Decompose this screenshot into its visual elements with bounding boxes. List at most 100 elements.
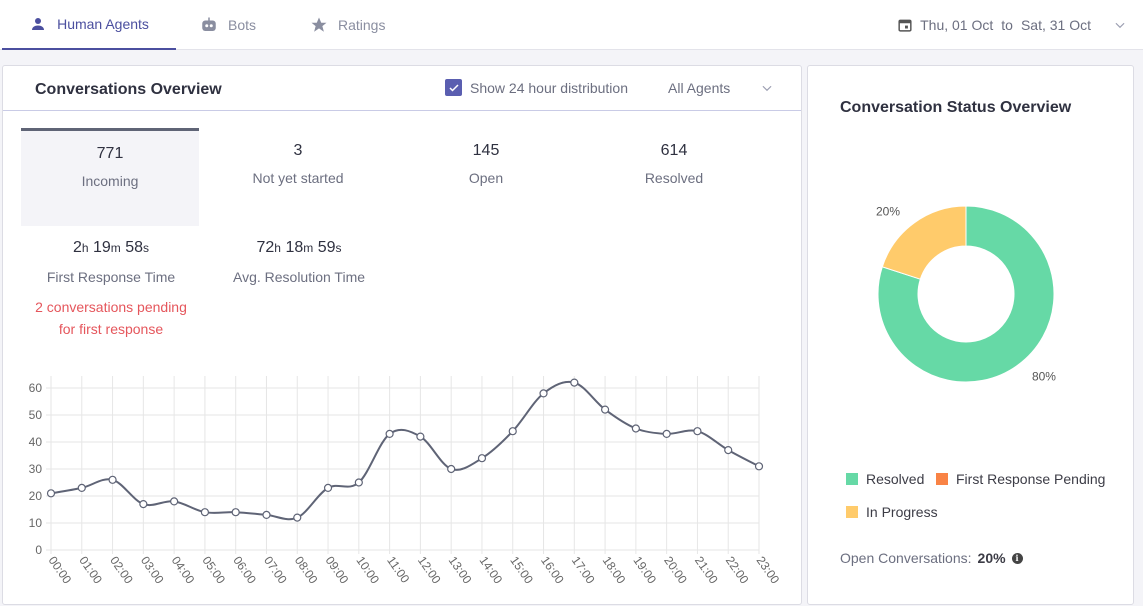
data-point (262, 510, 271, 519)
x-tick-label: 16:00 (538, 554, 567, 587)
resolution-label: Avg. Resolution Time (232, 269, 366, 285)
tab-ratings[interactable]: Ratings (310, 0, 385, 50)
x-tick-label: 09:00 (323, 554, 352, 587)
metric-label: Open (468, 170, 504, 186)
person-icon (32, 18, 45, 30)
metric-resolved[interactable]: 614 Resolved (585, 128, 763, 226)
slice-label: 20% (876, 204, 900, 218)
hourly-distribution-chart: 0 10 20 30 40 50 60 00:00 01:00 02:00 03:00 04:00 05… (29, 376, 783, 587)
resolution-value: 72h 18m 59s (256, 239, 342, 256)
legend-item-in-progress[interactable]: In Progress (846, 504, 938, 520)
distribution-label: Show 24 hour distribution (470, 79, 628, 96)
metric-value: 614 (660, 142, 688, 159)
x-tick-label: 23:00 (754, 554, 783, 587)
chevron-down-icon (762, 85, 772, 92)
data-point (231, 508, 240, 517)
x-tick-label: 07:00 (261, 554, 290, 587)
metric-incoming[interactable]: 771 Incoming (21, 128, 199, 226)
conversations-overview-panel: Conversations Overview Show 24 hour dist… (2, 65, 802, 605)
data-point (323, 483, 333, 493)
x-tick-label: 05:00 (199, 554, 228, 587)
tab-label: Ratings (338, 17, 386, 33)
data-point (46, 489, 56, 498)
metric-value: 3 (293, 142, 303, 159)
y-tick-label: 10 (29, 516, 43, 530)
data-point (385, 429, 394, 439)
data-point (293, 513, 302, 522)
legend-label: First Response Pending (956, 471, 1106, 487)
series-line (50, 380, 760, 521)
x-tick-label: 00:00 (46, 554, 75, 587)
x-tick-label: 19:00 (630, 554, 659, 587)
tab-human-agents[interactable]: Human Agents (2, 0, 176, 50)
legend-swatch (846, 506, 858, 518)
x-tick-label: 22:00 (723, 554, 752, 587)
data-point (662, 429, 671, 439)
first-response-value: 2h 19m 58s (72, 239, 150, 256)
date-range-picker[interactable]: Thu, 01 Oct to Sat, 31 Oct (898, 0, 1127, 50)
x-tick-label: 21:00 (692, 554, 721, 587)
pending-warning: 2 conversations pending for first respon… (21, 296, 201, 340)
avg-resolution-time: 72h 18m 59s Avg. Resolution Time (209, 239, 389, 285)
x-tick-label: 15:00 (507, 554, 536, 587)
donut-slice (877, 205, 1055, 383)
x-tick-label: 03:00 (138, 554, 167, 587)
open-value: 20% (977, 550, 1006, 566)
data-point (754, 462, 764, 471)
tab-bots[interactable]: Bots (200, 0, 256, 50)
data-point (477, 454, 487, 463)
data-point (416, 432, 425, 441)
date-end: Sat, 31 Oct (1020, 17, 1091, 33)
x-tick-label: 01:00 (76, 554, 105, 587)
grid (46, 376, 760, 554)
legend-label: Resolved (866, 471, 925, 487)
y-tick-label: 0 (35, 543, 42, 557)
y-tick-label: 60 (29, 381, 43, 395)
data-point (508, 427, 517, 436)
x-tick-label: 04:00 (169, 554, 198, 587)
legend-item-resolved[interactable]: Resolved (846, 471, 924, 487)
x-tick-label: 02:00 (107, 554, 136, 587)
x-tick-label: 14:00 (476, 554, 505, 587)
data-point (724, 445, 733, 455)
panel-title: Conversations Overview (35, 81, 222, 98)
agent-filter-value: All Agents (668, 80, 731, 96)
data-point (693, 427, 702, 436)
x-tick-label: 08:00 (292, 554, 321, 587)
data-point (631, 424, 640, 433)
legend-swatch (936, 473, 948, 485)
pending-line-2: for first response (58, 321, 164, 337)
data-point (600, 405, 610, 414)
first-response-label: First Response Time (46, 269, 176, 285)
chevron-down-icon (1115, 22, 1125, 29)
slice-label: 80% (1032, 370, 1056, 384)
x-tick-label: 17:00 (569, 554, 598, 587)
metric-not-yet-started[interactable]: 3 Not yet started (209, 128, 387, 226)
first-response-time: 2h 19m 58s First Response Time (21, 239, 201, 285)
pending-line-1: 2 conversations pending (35, 299, 187, 315)
y-tick-label: 40 (29, 435, 43, 449)
conversation-status-panel: Conversation Status Overview 80% 20% Reso… (807, 65, 1134, 605)
info-icon[interactable]: i (1011, 552, 1023, 564)
status-donut-chart: 80% 20% (876, 204, 1056, 384)
distribution-toggle[interactable]: Show 24 hour distribution (445, 79, 628, 96)
y-tick-label: 20 (29, 489, 43, 503)
data-point (570, 378, 579, 387)
x-tick-label: 12:00 (415, 554, 444, 587)
metric-label: Not yet started (252, 170, 344, 186)
agent-filter-select[interactable]: All Agents (668, 80, 774, 96)
data-point (170, 497, 179, 506)
data-point (108, 475, 117, 484)
panel-header: Conversations Overview Show 24 hour dist… (3, 66, 801, 111)
metric-value: 145 (472, 142, 500, 159)
data-point (139, 500, 148, 509)
x-tick-label: 18:00 (600, 554, 629, 587)
legend-item-first-response-pending[interactable]: First Response Pending (936, 471, 1105, 487)
y-tick-label: 30 (29, 462, 43, 476)
checkbox-checked-icon[interactable] (445, 79, 462, 96)
top-tab-bar: Human Agents Bots Ratings Thu, 01 Oct to… (0, 0, 1143, 50)
star-icon (311, 17, 327, 32)
metric-open[interactable]: 145 Open (397, 128, 575, 226)
metric-value: 771 (96, 145, 124, 162)
legend-swatch (846, 473, 858, 485)
